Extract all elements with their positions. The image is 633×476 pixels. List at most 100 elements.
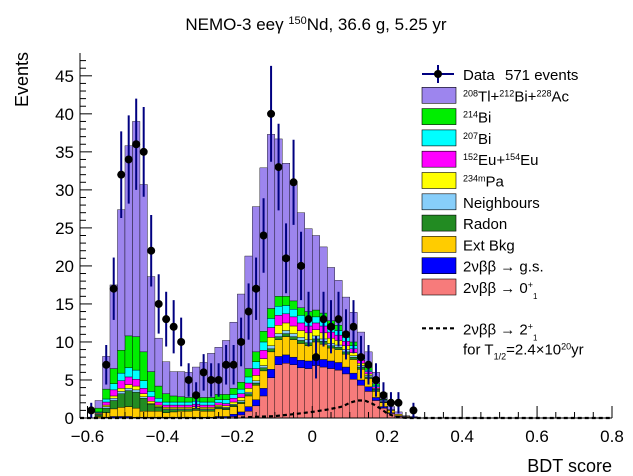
data-marker [371, 375, 380, 384]
stack-bar [154, 398, 163, 403]
stack-bar [259, 331, 268, 343]
data-point [349, 300, 358, 354]
legend: Data 571 events 208Tl+212Bi+228Ac 214Bi 207B… [421, 65, 584, 361]
x-tick-label: −0.4 [146, 427, 180, 446]
legend-label: Neighbours [463, 195, 540, 212]
stack-bar [237, 382, 246, 390]
data-marker [319, 315, 328, 324]
data-point [356, 335, 365, 379]
stack-bar [312, 322, 320, 330]
legend-swatch [421, 193, 457, 211]
stack-bar [289, 333, 298, 337]
stack-bar [139, 184, 148, 353]
stack-bar [109, 383, 118, 391]
stack-bar [282, 363, 291, 419]
y-tick-label: 0 [65, 409, 74, 428]
signal-dashed-curve [80, 399, 612, 420]
data-marker [282, 254, 291, 263]
stack-bar [139, 393, 148, 397]
stack-bar [199, 397, 208, 403]
stack-bar [177, 409, 186, 412]
stack-bar [394, 413, 403, 416]
stack-bar [297, 340, 305, 344]
stack-bar [147, 396, 156, 402]
stack-bar [214, 404, 223, 407]
axes: 0 5 10 15 20 25 30 35 40 45 −0.6 −0.4 −0.2 0 0.2 0.4 0.6… [55, 53, 624, 446]
data-marker [102, 360, 111, 369]
stack-bar [237, 403, 246, 413]
legend-entry-data: Data 571 events [422, 65, 578, 84]
stack-bar [297, 315, 305, 324]
stack-bar [349, 379, 358, 419]
x-tick-label: 0.6 [525, 427, 549, 446]
data-marker [177, 337, 186, 346]
data-point [222, 345, 231, 385]
legend-label: 208Tl+212Bi+228Ac [463, 88, 569, 105]
data-point [109, 257, 118, 320]
chart-title-sup: 150 [288, 15, 306, 27]
stack-bar [229, 404, 238, 407]
chart-title: NEMO-3 eeγ 150Nd, 36.6 g, 5.25 yr [185, 15, 447, 34]
stack-bar [207, 409, 216, 412]
y-tick-label: 45 [55, 67, 74, 86]
stack-bar [124, 367, 133, 378]
data-marker [87, 406, 96, 415]
data-point [371, 363, 380, 397]
stack-bar [109, 368, 118, 384]
stack-bar [229, 394, 238, 399]
stack-bar [252, 368, 261, 376]
chart-title-pre: NEMO-3 eeγ [185, 15, 288, 34]
stack-bar [169, 404, 178, 408]
stack-bar [117, 372, 126, 381]
data-point [229, 345, 238, 385]
data-point [117, 131, 126, 219]
data-point [312, 335, 321, 379]
data-point [169, 300, 178, 354]
legend-entry-stack: 2νββ → 0+1 [421, 278, 538, 301]
stack-bar [177, 371, 186, 397]
stack-bar [282, 336, 291, 356]
legend-entry-stack: Radon [421, 214, 507, 233]
stack-bar [109, 398, 118, 401]
legend-swatch [421, 278, 457, 296]
stack-bar [147, 410, 156, 418]
data-marker [327, 322, 336, 331]
data-marker [184, 375, 193, 384]
stack-bar [274, 325, 283, 334]
stack-bar [102, 401, 111, 406]
stack-bar [282, 305, 291, 315]
stack-bar [222, 407, 231, 410]
stack-bar [117, 391, 126, 394]
stack-bar [222, 394, 231, 400]
legend-label: 2νββ → g.s. [463, 259, 544, 276]
stack-bar [154, 401, 163, 406]
stack-bar [222, 403, 231, 407]
stack-bar [199, 407, 208, 410]
stack-bar [199, 409, 208, 412]
data-points-layer [87, 65, 418, 418]
stack-bar [117, 388, 126, 392]
stack-bar [297, 307, 305, 316]
stack-bar [282, 296, 291, 306]
stack-bar [252, 380, 261, 384]
stack-bar [312, 329, 320, 337]
stack-bar [132, 385, 141, 391]
data-marker [409, 406, 418, 415]
stack-bar [244, 406, 253, 412]
stack-bar [199, 404, 208, 408]
stack-bar [177, 407, 186, 410]
stack-bar [237, 401, 246, 404]
stack-bar [237, 397, 246, 401]
x-tick-label: 0 [308, 427, 317, 446]
stack-bar [124, 376, 133, 385]
y-tick-label: 5 [65, 371, 74, 390]
stack-bar [357, 385, 365, 419]
stack-bar [117, 393, 126, 408]
stack-bar [162, 409, 171, 413]
data-marker [312, 353, 321, 362]
stack-bar [199, 410, 208, 418]
stack-bar [267, 348, 276, 353]
stack-bar [259, 395, 268, 419]
stack-bar [154, 337, 163, 387]
data-point [237, 317, 246, 367]
